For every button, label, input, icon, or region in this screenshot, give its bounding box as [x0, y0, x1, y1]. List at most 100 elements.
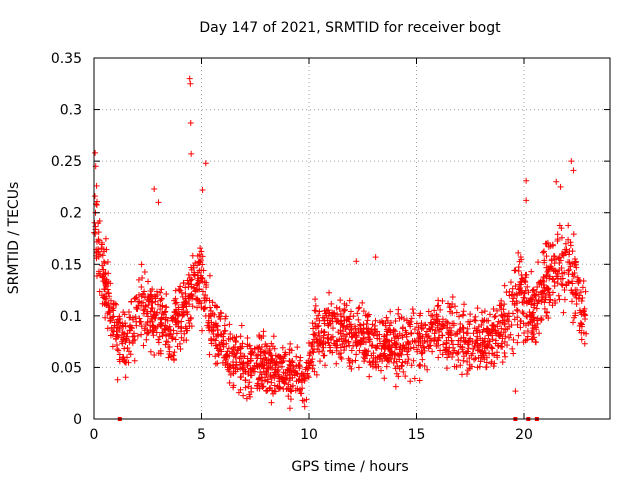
data-point [404, 351, 411, 358]
data-point [220, 330, 227, 337]
data-point [333, 360, 340, 367]
data-point [471, 317, 478, 324]
data-point [418, 320, 425, 327]
data-point [368, 343, 375, 350]
data-point [260, 328, 267, 335]
data-point [535, 279, 542, 286]
data-point [540, 273, 547, 280]
data-point [531, 291, 538, 298]
data-point [93, 182, 100, 189]
data-point [95, 268, 102, 275]
data-point [236, 355, 243, 362]
data-point [215, 332, 222, 339]
data-point [270, 333, 277, 340]
data-point [214, 304, 221, 311]
data-point [405, 346, 412, 353]
data-point [437, 347, 444, 354]
data-point [492, 337, 499, 344]
data-point [410, 310, 417, 317]
data-point [537, 289, 544, 296]
data-point [562, 240, 569, 247]
data-point [551, 253, 558, 260]
data-point [443, 344, 450, 351]
data-point [311, 336, 318, 343]
data-point [366, 331, 373, 338]
data-point [544, 239, 551, 246]
data-point [416, 361, 423, 368]
data-point [392, 383, 399, 390]
data-point [169, 334, 176, 341]
data-point [182, 300, 189, 307]
data-point [439, 351, 446, 358]
data-point [517, 324, 524, 331]
data-point [351, 332, 358, 339]
data-point [238, 343, 245, 350]
data-point [329, 325, 336, 332]
data-point [572, 312, 579, 319]
data-point [551, 278, 558, 285]
data-point [262, 348, 269, 355]
data-point [532, 293, 539, 300]
data-point [459, 346, 466, 353]
data-point [244, 334, 251, 341]
data-point [129, 333, 136, 340]
data-point [109, 343, 116, 350]
data-point [256, 375, 263, 382]
data-point [566, 266, 573, 273]
data-point [576, 322, 583, 329]
data-point [360, 308, 367, 315]
data-point [309, 320, 316, 327]
data-point [242, 384, 249, 391]
data-point [146, 295, 153, 302]
data-point [285, 367, 292, 374]
data-point [579, 284, 586, 291]
data-point [347, 321, 354, 328]
x-tick-label: 20 [515, 427, 533, 443]
data-point [254, 355, 261, 362]
data-point [227, 331, 234, 338]
data-point [491, 351, 498, 358]
data-point [110, 328, 117, 335]
data-point [158, 286, 165, 293]
data-point [421, 344, 428, 351]
data-point [387, 328, 394, 335]
data-point [477, 358, 484, 365]
data-point [249, 349, 256, 356]
data-point [498, 306, 505, 313]
data-point [257, 352, 264, 359]
data-point [206, 312, 213, 319]
data-point [317, 339, 324, 346]
data-point [159, 302, 166, 309]
data-point [471, 356, 478, 363]
data-point [277, 353, 284, 360]
data-point [578, 329, 585, 336]
data-point [465, 367, 472, 374]
data-point [225, 345, 232, 352]
data-point [184, 308, 191, 315]
y-tick-label: 0.2 [60, 206, 82, 222]
data-point [100, 271, 107, 278]
data-point [175, 286, 182, 293]
data-point [315, 312, 322, 319]
data-point [274, 383, 281, 390]
data-point [494, 307, 501, 314]
data-point [244, 343, 251, 350]
data-point [247, 393, 254, 400]
data-point [453, 350, 460, 357]
data-point [151, 185, 158, 192]
data-point [138, 323, 145, 330]
data-point [480, 339, 487, 346]
data-point [142, 303, 149, 310]
data-point [125, 308, 132, 315]
data-point [405, 356, 412, 363]
y-tick-label: 0.3 [60, 103, 82, 119]
data-point [556, 222, 563, 229]
data-point [523, 271, 530, 278]
data-point [245, 383, 252, 390]
data-point [440, 341, 447, 348]
data-point [341, 337, 348, 344]
data-point [541, 259, 548, 266]
data-point [203, 282, 210, 289]
data-point [151, 314, 158, 321]
data-point [215, 347, 222, 354]
